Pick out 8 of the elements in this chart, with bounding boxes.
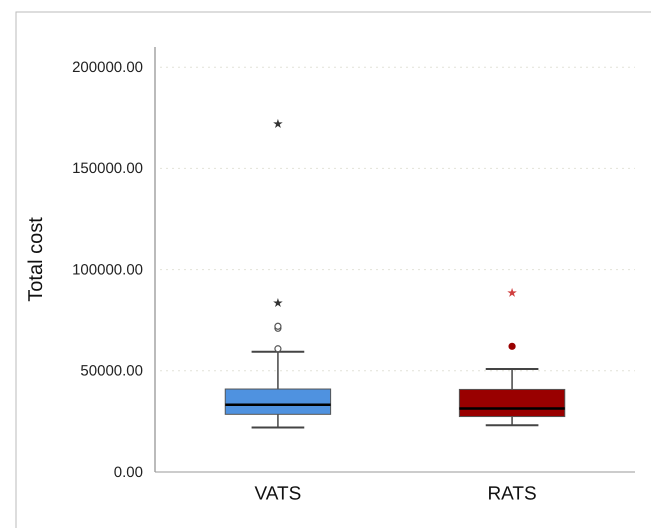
y-tick-label: 50000.00 <box>80 362 143 380</box>
y-axis-title: Total cost <box>25 216 47 302</box>
y-tick-label: 0.00 <box>114 464 143 481</box>
y-tick-label: 150000.00 <box>72 160 143 178</box>
y-tick-label: 200000.00 <box>72 59 143 76</box>
x-tick-label: VATS <box>254 483 302 504</box>
y-tick-label: 100000.00 <box>72 261 143 278</box>
x-tick-label: RATS <box>487 483 537 504</box>
